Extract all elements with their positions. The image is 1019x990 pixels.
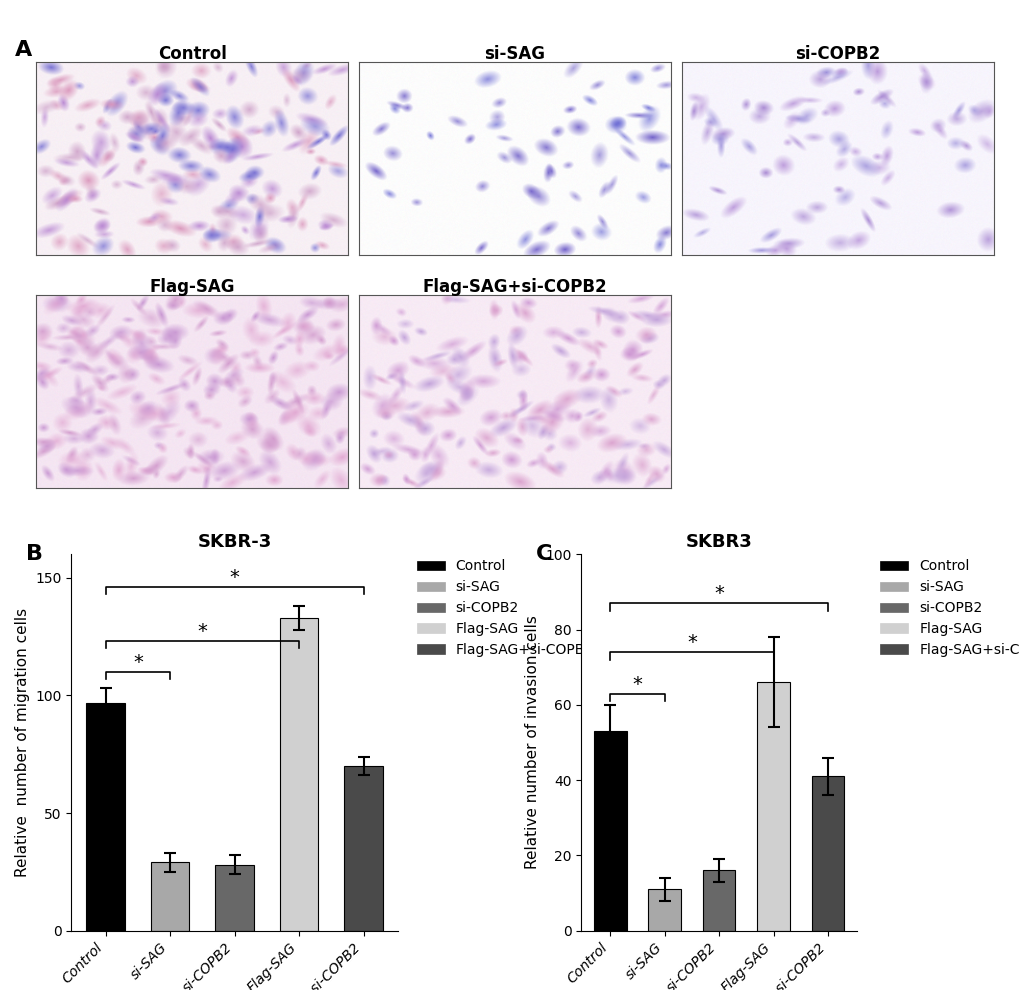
Bar: [87, 703, 124, 931]
Text: si-SAG: si-SAG: [484, 46, 545, 63]
Bar: [215, 865, 254, 931]
Legend: Control, si-SAG, si-COPB2, Flag-SAG, Flag-SAG+si-COPB2: Control, si-SAG, si-COPB2, Flag-SAG, Fla…: [874, 553, 1019, 662]
Legend: Control, si-SAG, si-COPB2, Flag-SAG, Flag-SAG+si-COPB2: Control, si-SAG, si-COPB2, Flag-SAG, Fla…: [411, 553, 599, 662]
Text: Flag-SAG: Flag-SAG: [149, 278, 234, 296]
Title: SKBR3: SKBR3: [685, 534, 752, 551]
Bar: [344, 766, 382, 931]
Text: *: *: [229, 568, 239, 587]
Text: A: A: [15, 40, 33, 59]
Y-axis label: Relative number of invasion cells: Relative number of invasion cells: [524, 616, 539, 869]
Text: *: *: [198, 623, 207, 642]
Bar: [648, 889, 681, 931]
Bar: [593, 732, 626, 931]
Title: SKBR-3: SKBR-3: [198, 534, 271, 551]
Text: *: *: [632, 674, 642, 694]
Text: Flag-SAG+si-COPB2: Flag-SAG+si-COPB2: [422, 278, 607, 296]
Bar: [151, 862, 190, 931]
Bar: [756, 682, 789, 931]
Bar: [811, 776, 844, 931]
Text: Control: Control: [158, 46, 226, 63]
Y-axis label: Relative  number of migration cells: Relative number of migration cells: [14, 608, 30, 877]
Text: B: B: [25, 544, 43, 564]
Bar: [702, 870, 735, 931]
Text: C: C: [535, 544, 551, 564]
Text: *: *: [713, 584, 723, 603]
Text: *: *: [132, 653, 143, 672]
Text: *: *: [686, 634, 696, 652]
Bar: [279, 618, 318, 931]
Text: si-COPB2: si-COPB2: [795, 46, 879, 63]
